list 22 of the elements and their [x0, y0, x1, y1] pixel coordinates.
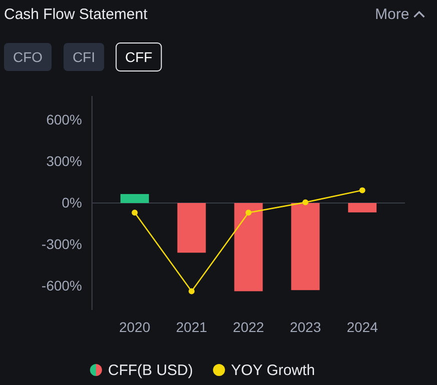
text: More: [375, 6, 410, 23]
point: [359, 187, 366, 194]
x-tick-label: 2020: [119, 318, 150, 335]
y-tick-label: 0%: [62, 194, 82, 210]
x-tick-label: 2023: [290, 318, 322, 335]
y-tick-label: 300%: [46, 153, 82, 170]
legend-label: YOY Growth: [231, 362, 315, 379]
y-tick-label: -600%: [42, 277, 82, 294]
point: [246, 210, 252, 216]
y-tick-label: -300%: [42, 236, 82, 252]
text: CFF: [125, 49, 152, 65]
legend-label: CFF(B USD): [108, 362, 193, 379]
point: [302, 199, 308, 206]
x-tick-label: 2022: [232, 318, 264, 335]
x-tick-label: 2024: [346, 318, 378, 335]
text: CFI: [72, 49, 96, 65]
point: [132, 210, 138, 216]
y-tick-label: 600%: [46, 112, 82, 128]
text: CFO: [13, 49, 43, 65]
chart-title: Cash Flow Statement: [4, 6, 148, 23]
point: [188, 288, 195, 294]
x-tick-label: 2021: [176, 318, 208, 335]
